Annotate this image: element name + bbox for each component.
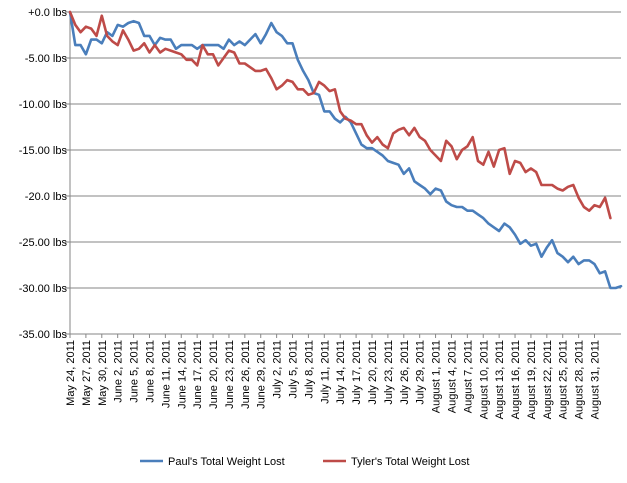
x-tick-label: June 5, 2011 bbox=[129, 340, 141, 403]
y-tick-label: -35.00 lbs bbox=[19, 329, 68, 341]
x-tick-label: August 25, 2011 bbox=[558, 340, 570, 419]
x-tick-label: June 29, 2011 bbox=[256, 340, 268, 409]
x-tick-label: July 17, 2011 bbox=[351, 340, 363, 405]
x-tick-label: July 29, 2011 bbox=[415, 340, 427, 405]
x-tick-label: May 27, 2011 bbox=[81, 340, 93, 406]
x-tick-label: August 4, 2011 bbox=[446, 340, 458, 413]
series-layer bbox=[68, 10, 623, 290]
x-tick-label: July 26, 2011 bbox=[399, 340, 411, 405]
x-axis: May 24, 2011 May 27, 2011 May 30, 2011 June… bbox=[65, 333, 621, 419]
x-tick-label: August 19, 2011 bbox=[526, 340, 538, 419]
x-tick-label: August 22, 2011 bbox=[542, 340, 554, 419]
x-tick-label: June 23, 2011 bbox=[224, 340, 236, 409]
x-tick-label: June 17, 2011 bbox=[192, 340, 204, 409]
x-tick-label: July 20, 2011 bbox=[367, 340, 379, 405]
legend-label: Tyler's Total Weight Lost bbox=[351, 456, 469, 468]
x-tick-label: May 24, 2011 bbox=[65, 340, 77, 406]
x-tick-label: May 30, 2011 bbox=[97, 340, 109, 406]
y-axis: +0.0 lbs -5.00 lbs -10.00 lbs -15.00 lbs -20… bbox=[19, 7, 71, 341]
x-tick-label: August 10, 2011 bbox=[478, 340, 490, 419]
x-tick-label: August 16, 2011 bbox=[510, 340, 522, 419]
y-tick-label: +0.0 lbs bbox=[28, 7, 67, 19]
x-tick-label: June 14, 2011 bbox=[176, 340, 188, 409]
x-tick-label: August 31, 2011 bbox=[590, 340, 602, 419]
y-tick-label: -10.00 lbs bbox=[19, 99, 68, 111]
x-tick-label: July 14, 2011 bbox=[335, 340, 347, 405]
x-tick-label: August 13, 2011 bbox=[494, 340, 506, 419]
x-tick-label: July 2, 2011 bbox=[272, 340, 284, 399]
x-tick-label: June 20, 2011 bbox=[208, 340, 220, 409]
x-tick-label: July 11, 2011 bbox=[319, 340, 331, 404]
x-tick-label: July 8, 2011 bbox=[303, 340, 315, 399]
y-tick-label: -20.0 lbs bbox=[25, 191, 68, 203]
x-tick-label: June 26, 2011 bbox=[240, 340, 252, 409]
x-tick-label: August 28, 2011 bbox=[574, 340, 586, 419]
x-tick-label: July 5, 2011 bbox=[288, 340, 300, 399]
legend-label: Paul's Total Weight Lost bbox=[168, 456, 285, 468]
y-tick-label: -25.00 lbs bbox=[19, 237, 68, 249]
x-tick-label: June 2, 2011 bbox=[113, 340, 125, 403]
x-tick-label: August 1, 2011 bbox=[431, 340, 443, 413]
series-line-tyler bbox=[68, 10, 612, 220]
x-tick-label: August 7, 2011 bbox=[462, 340, 474, 413]
x-tick-label: July 23, 2011 bbox=[383, 340, 395, 405]
y-tick-label: -15.00 lbs bbox=[19, 145, 68, 157]
legend: Paul's Total Weight Lost Tyler's Total We… bbox=[140, 456, 469, 468]
gridlines bbox=[70, 11, 621, 335]
x-tick-label: June 11, 2011 bbox=[160, 340, 172, 408]
x-tick-label: June 8, 2011 bbox=[144, 340, 156, 403]
y-tick-label: -5.00 lbs bbox=[25, 53, 68, 65]
y-tick-label: -30.00 lbs bbox=[19, 283, 68, 295]
